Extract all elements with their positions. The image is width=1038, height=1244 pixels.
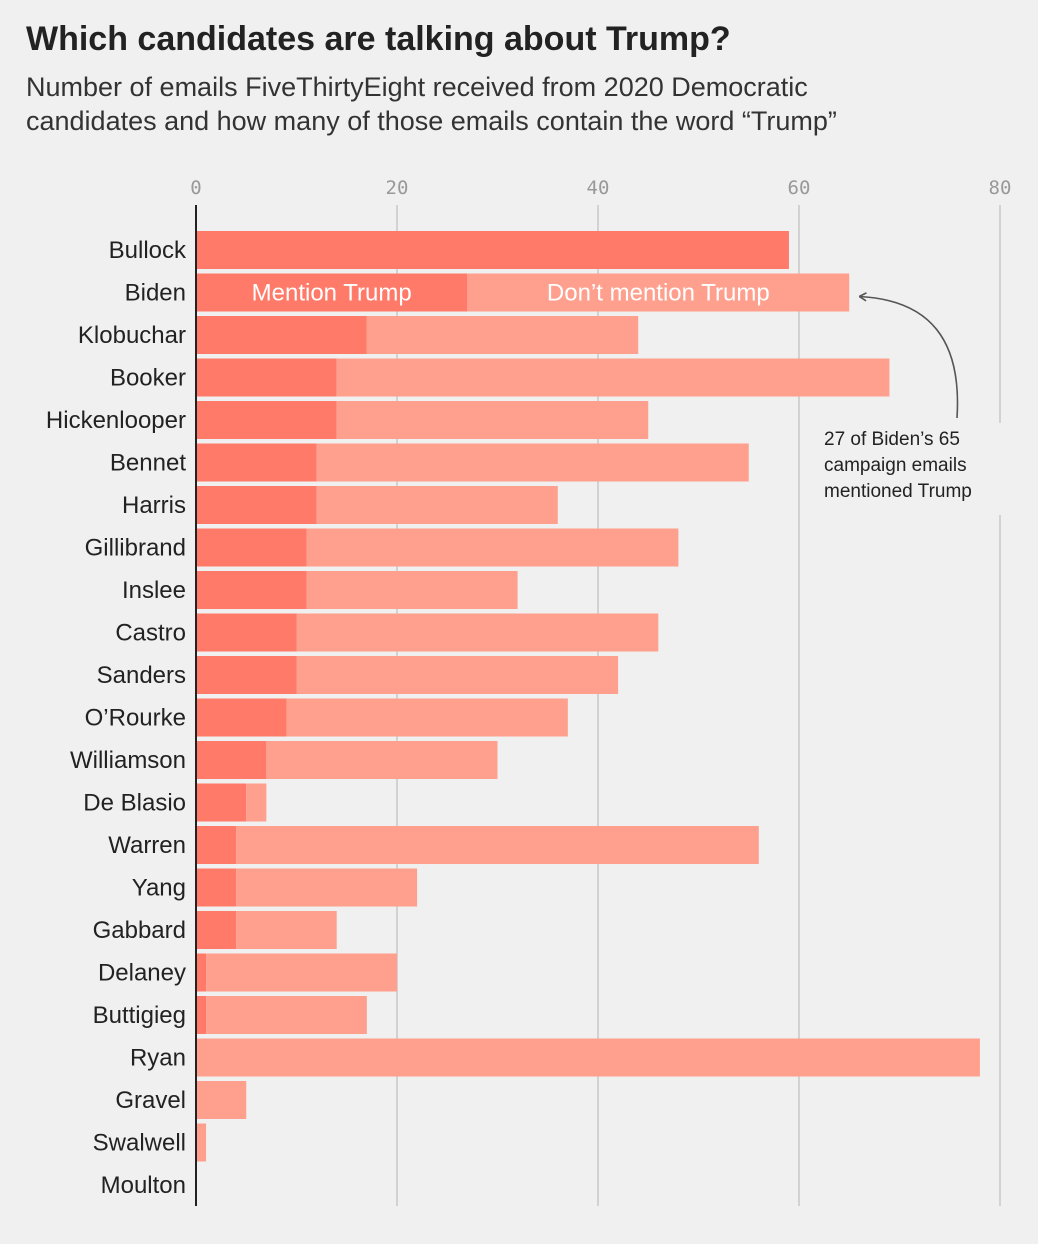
legend-label-no-mention: Don’t mention Trump: [547, 280, 770, 307]
bar-mention-3: [196, 358, 337, 397]
bars: [196, 231, 980, 1162]
bar-no-mention-10: [296, 656, 619, 694]
annotation-line: campaign emails: [824, 455, 967, 476]
category-label: Gabbard: [93, 917, 186, 944]
bar-no-mention-3: [336, 358, 890, 397]
bar-mention-15: [196, 868, 237, 907]
bar-no-mention-11: [286, 698, 568, 737]
bar-no-mention-18: [206, 996, 367, 1034]
category-label: Buttigieg: [93, 1002, 186, 1029]
category-label: Ryan: [130, 1045, 186, 1072]
category-label: De Blasio: [83, 790, 186, 817]
bar-mention-6: [196, 486, 317, 524]
bar-mention-11: [196, 698, 287, 737]
category-label: Delaney: [98, 960, 186, 987]
bar-no-mention-12: [266, 741, 498, 779]
bar-no-mention-2: [366, 316, 639, 354]
x-tick-label: 20: [386, 177, 409, 199]
category-label: Harris: [122, 492, 186, 519]
category-label: Gillibrand: [85, 535, 186, 562]
axis: 0 20 40 60 80: [190, 177, 1011, 1206]
bar-no-mention-19: [196, 1038, 980, 1077]
bar-mention-10: [196, 656, 297, 694]
bar-mention-0: [196, 231, 789, 269]
bar-no-mention-14: [236, 826, 759, 864]
annotation-bg: [816, 423, 1016, 515]
annotation-line: mentioned Trump: [824, 481, 972, 502]
category-label: Warren: [108, 832, 186, 859]
bar-mention-18: [196, 996, 207, 1034]
bar-no-mention-4: [336, 401, 649, 439]
category-label: Yang: [132, 875, 186, 902]
category-label: Biden: [125, 280, 186, 307]
bar-mention-9: [196, 613, 297, 652]
category-label: Sanders: [97, 662, 186, 689]
bar-mention-2: [196, 316, 367, 354]
category-label: Castro: [115, 620, 186, 647]
x-tick-label: 80: [989, 177, 1012, 199]
bar-mention-8: [196, 571, 307, 609]
bar-no-mention-13: [246, 783, 267, 822]
bar-no-mention-20: [196, 1081, 247, 1119]
category-label: Moulton: [101, 1172, 186, 1199]
bar-no-mention-7: [306, 528, 679, 567]
category-label: Bennet: [110, 450, 186, 477]
category-label: Booker: [110, 365, 186, 392]
bar-mention-16: [196, 911, 237, 949]
x-tick-label: 60: [788, 177, 811, 199]
category-label: Gravel: [115, 1087, 186, 1114]
category-label: Bullock: [109, 237, 187, 264]
bar-no-mention-6: [316, 486, 558, 524]
bar-mention-7: [196, 528, 307, 567]
bar-mention-13: [196, 783, 247, 822]
x-tick-label: 0: [190, 177, 201, 199]
bar-mention-5: [196, 443, 317, 482]
bar-no-mention-8: [306, 571, 518, 609]
category-label: Swalwell: [93, 1130, 186, 1157]
category-label: Klobuchar: [78, 322, 186, 349]
category-label: Hickenlooper: [46, 407, 186, 434]
bar-no-mention-21: [196, 1123, 207, 1162]
bar-mention-1: [196, 273, 468, 312]
category-label: Williamson: [70, 747, 186, 774]
bar-no-mention-16: [236, 911, 337, 949]
category-labels: Bullock Biden Klobuchar Booker Hickenlooper B…: [46, 237, 770, 1199]
bar-mention-4: [196, 401, 337, 439]
category-label: Inslee: [122, 577, 186, 604]
bar-no-mention-9: [296, 613, 659, 652]
category-label: O’Rourke: [85, 705, 186, 732]
bar-no-mention-1: [467, 273, 850, 312]
annotation-line: 27 of Biden’s 65: [824, 429, 960, 450]
bar-no-mention-15: [236, 868, 418, 907]
bar-mention-17: [196, 953, 207, 992]
annotation: 27 of Biden’s 65 campaign emails mentioned…: [816, 292, 1016, 515]
bar-mention-14: [196, 826, 237, 864]
bar-no-mention-5: [316, 443, 749, 482]
bar-no-mention-17: [206, 953, 397, 992]
chart-subtitle: Number of emails FiveThirtyEight receive…: [26, 72, 837, 136]
chart-title: Which candidates are talking about Trump…: [26, 20, 731, 58]
x-tick-label: 40: [587, 177, 610, 199]
bar-mention-12: [196, 741, 267, 779]
legend-label-mention: Mention Trump: [252, 280, 412, 307]
annotation-arrow: [858, 292, 959, 419]
